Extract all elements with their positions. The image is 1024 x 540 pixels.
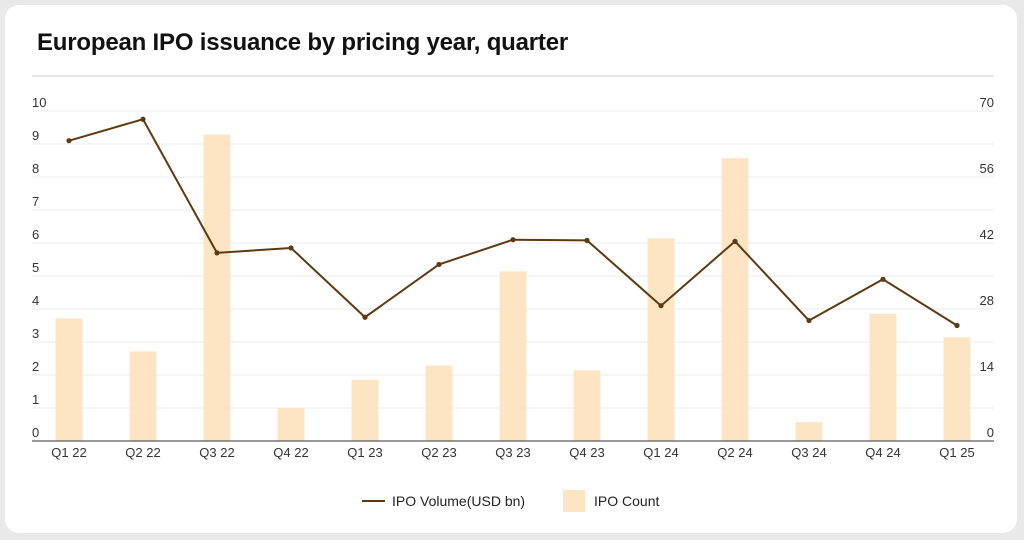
point-ipo-volume [806, 317, 812, 324]
y-right-tick-label: 70 [980, 95, 994, 110]
bar-ipo-count [203, 134, 231, 442]
bar-ipo-count [721, 158, 749, 441]
x-tick-label: Q1 22 [51, 445, 86, 460]
y-left-tick-label: 10 [32, 95, 46, 110]
bar-ipo-count [425, 365, 453, 441]
y-left-tick-label: 9 [32, 128, 39, 143]
x-tick-label: Q2 23 [421, 445, 456, 460]
y-left-tick-label: 6 [32, 227, 39, 242]
y-left-tick-label: 0 [32, 425, 39, 440]
legend-bar-swatch [563, 490, 585, 512]
bar-ipo-count [499, 271, 527, 441]
point-ipo-volume [732, 238, 738, 244]
point-ipo-volume [658, 303, 664, 309]
chart-card: European IPO issuance by pricing year, q… [5, 5, 1017, 533]
y-left-tick-label: 7 [32, 194, 39, 209]
bar-ipo-count [869, 313, 897, 441]
x-tick-label: Q1 24 [643, 445, 678, 460]
bar-ipo-count [129, 351, 157, 441]
chart-title: European IPO issuance by pricing year, q… [37, 29, 568, 56]
y-right-tick-label: 28 [980, 293, 994, 308]
y-right-tick-label: 56 [980, 161, 994, 176]
x-tick-label: Q3 23 [495, 445, 530, 460]
y-right-tick-label: 0 [987, 425, 994, 440]
point-ipo-volume [140, 116, 146, 122]
y-left-tick-label: 1 [32, 392, 39, 407]
point-ipo-volume [954, 322, 960, 329]
x-tick-label: Q2 22 [125, 445, 160, 460]
y-left-tick-label: 8 [32, 161, 39, 176]
point-ipo-volume [510, 237, 516, 243]
bar-ipo-count [647, 238, 675, 441]
bar-ipo-count [351, 379, 379, 441]
bar-ipo-count [573, 370, 601, 441]
legend-label-ipo-count: IPO Count [594, 493, 659, 509]
x-tick-label: Q2 24 [717, 445, 752, 460]
x-tick-label: Q3 24 [791, 445, 826, 460]
legend-label-ipo-volume: IPO Volume(USD bn) [392, 493, 525, 509]
y-left-tick-label: 4 [32, 293, 39, 308]
x-tick-label: Q3 22 [199, 445, 234, 460]
x-tick-label: Q1 25 [939, 445, 974, 460]
point-ipo-volume [66, 138, 72, 144]
x-tick-label: Q4 24 [865, 445, 900, 460]
y-left-tick-label: 5 [32, 260, 39, 275]
bar-ipo-count [277, 408, 305, 441]
point-ipo-volume [288, 245, 294, 251]
bar-ipo-count [795, 422, 823, 441]
point-ipo-volume [584, 237, 590, 243]
x-tick-label: Q4 23 [569, 445, 604, 460]
bar-ipo-count [943, 337, 971, 441]
point-ipo-volume [436, 261, 442, 268]
x-tick-label: Q1 23 [347, 445, 382, 460]
point-ipo-volume [880, 276, 886, 282]
y-right-tick-label: 14 [980, 359, 994, 374]
y-left-tick-label: 2 [32, 359, 39, 374]
point-ipo-volume [214, 250, 220, 256]
x-tick-label: Q4 22 [273, 445, 308, 460]
point-ipo-volume [362, 314, 368, 320]
y-left-tick-label: 3 [32, 326, 39, 341]
bar-ipo-count [55, 318, 83, 441]
y-right-tick-label: 42 [980, 227, 994, 242]
